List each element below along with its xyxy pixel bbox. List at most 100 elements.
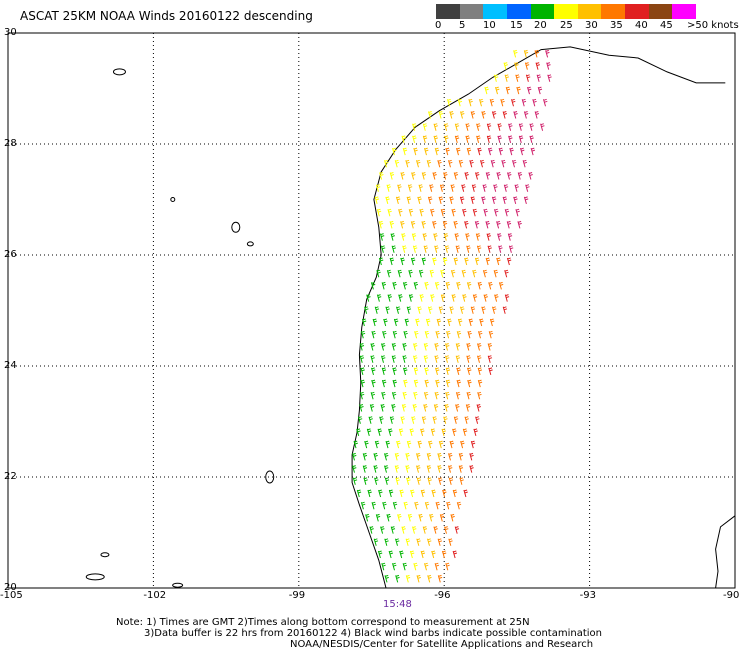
wind-barb <box>412 404 417 412</box>
wind-barb <box>449 111 454 119</box>
longitude-label: -96 <box>434 590 451 601</box>
wind-barb <box>540 123 545 131</box>
wind-barb <box>399 550 404 559</box>
wind-barb <box>359 391 365 400</box>
coastline <box>351 46 726 589</box>
wind-barb <box>522 159 528 168</box>
wind-barb <box>378 220 384 229</box>
wind-barb <box>497 233 502 241</box>
wind-barb <box>479 98 484 107</box>
wind-barb <box>388 428 393 437</box>
wind-barb <box>385 440 390 449</box>
wind-barb <box>479 318 484 327</box>
wind-barb <box>370 281 376 290</box>
wind-barb <box>435 367 440 376</box>
wind-barb <box>392 281 397 290</box>
wind-barb <box>374 196 380 205</box>
wind-barb <box>481 111 486 119</box>
wind-barb <box>380 404 385 412</box>
wind-barb <box>481 196 486 205</box>
wind-barb <box>444 135 449 144</box>
wind-barb <box>428 111 433 119</box>
wind-barb <box>467 367 472 376</box>
wind-barb <box>497 123 502 131</box>
wind-barb <box>406 440 412 449</box>
wind-barb <box>505 86 511 95</box>
wind-barb <box>486 233 491 241</box>
wind-barb <box>420 550 426 559</box>
wind-barb <box>381 281 387 290</box>
wind-barb <box>472 269 477 278</box>
wind-barb <box>419 294 424 302</box>
wind-barb <box>418 184 423 192</box>
longitude-label: -102 <box>143 590 167 601</box>
wind-barb <box>478 330 483 339</box>
wind-barb <box>485 220 490 229</box>
wind-barb <box>380 526 385 534</box>
wind-barb <box>435 330 440 339</box>
wind-barb <box>437 574 443 583</box>
wind-barb <box>516 86 521 95</box>
wind-barb <box>515 208 520 217</box>
wind-barb <box>477 343 482 351</box>
inland-lake <box>265 470 275 484</box>
wind-barb <box>388 550 394 559</box>
inland-lake <box>246 241 254 247</box>
wind-barb <box>384 574 389 583</box>
wind-barb <box>452 428 457 437</box>
wind-barb <box>502 111 508 119</box>
wind-barb <box>502 306 508 314</box>
wind-barb <box>436 318 442 327</box>
wind-barb <box>530 147 536 156</box>
wind-barb <box>454 526 460 534</box>
wind-barb <box>535 62 540 70</box>
wind-barb <box>446 330 451 339</box>
wind-barb <box>504 269 509 278</box>
wind-barb <box>485 257 491 266</box>
wind-barb <box>513 49 518 58</box>
wind-barb <box>386 184 391 192</box>
wind-barb <box>430 208 435 217</box>
wind-barb <box>504 208 510 217</box>
wind-barb <box>462 428 468 437</box>
wind-barb <box>472 294 478 302</box>
pass-time-label: 15:48 <box>383 599 412 610</box>
wind-barb <box>398 428 404 437</box>
wind-barb <box>422 526 428 534</box>
wind-barb <box>389 220 394 229</box>
wind-barb <box>473 428 478 437</box>
wind-barb <box>475 233 481 241</box>
wind-barb <box>391 343 397 351</box>
wind-barb <box>477 391 482 400</box>
wind-barb <box>438 111 444 119</box>
wind-barb <box>387 294 392 302</box>
wind-barb <box>432 416 437 424</box>
scale-label: 40 <box>635 20 648 31</box>
wind-barb <box>395 477 400 485</box>
wind-barb <box>416 465 421 473</box>
wind-barb <box>400 416 405 424</box>
wind-barb <box>371 379 376 388</box>
wind-barb <box>476 135 481 144</box>
map-frame <box>7 32 736 589</box>
wind-barb <box>391 404 396 412</box>
wind-barb <box>443 172 448 180</box>
wind-barb <box>411 233 417 241</box>
wind-barb <box>429 269 435 278</box>
wind-barb <box>373 538 379 546</box>
wind-barb <box>529 135 534 144</box>
wind-barb <box>512 159 517 168</box>
scale-swatch <box>530 4 555 19</box>
wind-barb <box>458 159 464 168</box>
latitude-label: 26 <box>4 249 17 260</box>
wind-barb <box>428 440 433 449</box>
wind-barb <box>434 245 439 253</box>
wind-barb <box>498 281 504 290</box>
wind-barb <box>387 208 392 217</box>
wind-barb <box>424 330 430 339</box>
wind-barb <box>391 245 397 253</box>
wind-barb <box>402 343 407 351</box>
wind-barb <box>500 98 505 107</box>
wind-barb <box>392 562 397 571</box>
wind-barb <box>416 574 421 583</box>
